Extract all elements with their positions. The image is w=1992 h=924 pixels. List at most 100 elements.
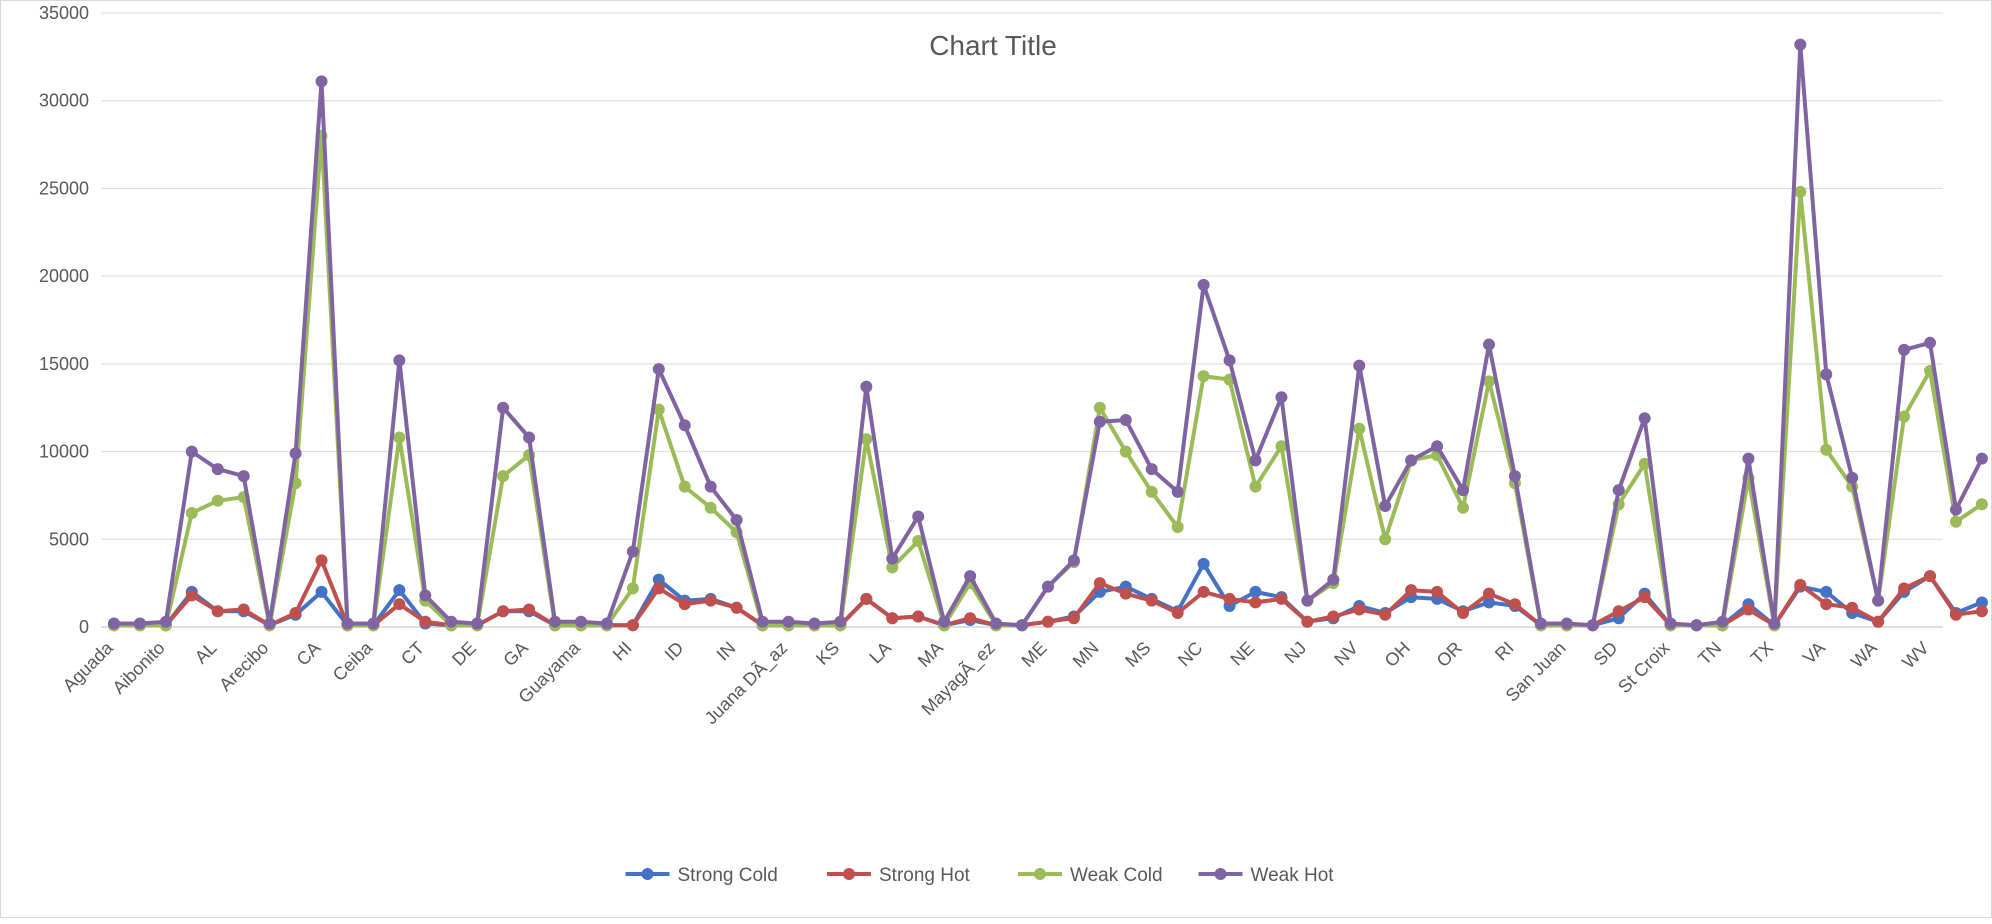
x-tick-label: CA — [293, 638, 325, 670]
legend-item: Strong Hot — [827, 865, 971, 886]
data-point-strong-hot — [1093, 577, 1106, 590]
data-point-weak-hot — [1171, 485, 1184, 498]
data-point-strong-hot — [1405, 584, 1418, 597]
data-point-weak-hot — [1405, 454, 1418, 467]
x-tick-label: MN — [1069, 638, 1103, 672]
data-point-weak-hot — [315, 75, 328, 88]
data-point-weak-hot — [445, 615, 458, 628]
data-point-weak-hot — [1975, 452, 1988, 465]
data-point-strong-hot — [1171, 606, 1184, 619]
data-point-weak-cold — [1093, 401, 1106, 414]
x-tick-label: LA — [865, 638, 895, 668]
x-tick-label: MS — [1121, 638, 1154, 671]
legend-item: Weak Hot — [1198, 865, 1335, 886]
data-point-weak-hot — [1508, 470, 1521, 483]
data-point-strong-hot — [185, 589, 198, 602]
data-point-weak-hot — [756, 615, 769, 628]
data-point-weak-cold — [1119, 445, 1132, 458]
x-tick-label: NJ — [1281, 638, 1311, 668]
data-point-strong-hot — [1249, 596, 1262, 609]
data-point-strong-cold — [1482, 596, 1495, 609]
data-point-weak-hot — [1041, 580, 1054, 593]
data-point-weak-hot — [289, 447, 302, 460]
data-point-strong-hot — [1041, 615, 1054, 628]
legend-marker — [1214, 868, 1227, 880]
data-point-weak-hot — [1716, 615, 1729, 628]
data-point-weak-hot — [1872, 594, 1885, 607]
legend-label: Weak Hot — [1251, 865, 1335, 886]
y-tick-label: 15000 — [39, 354, 89, 374]
data-point-weak-cold — [704, 501, 717, 514]
data-point-weak-hot — [549, 615, 562, 628]
data-point-weak-cold — [185, 506, 198, 519]
data-point-weak-hot — [1949, 503, 1962, 516]
data-point-strong-hot — [315, 554, 328, 567]
data-point-strong-hot — [1275, 592, 1288, 605]
data-point-weak-hot — [1482, 338, 1495, 351]
data-point-strong-hot — [912, 610, 925, 623]
x-tick-label: MA — [914, 638, 947, 671]
x-tick-label: TX — [1747, 638, 1777, 668]
series-line-weak-cold — [112, 133, 1984, 628]
data-point-strong-hot — [1482, 587, 1495, 600]
data-point-strong-hot — [497, 605, 510, 618]
y-tick-label: 10000 — [39, 442, 89, 462]
x-tick-label: DE — [448, 638, 480, 670]
data-point-strong-cold — [393, 584, 406, 597]
data-point-weak-hot — [678, 419, 691, 432]
data-point-weak-hot — [808, 617, 821, 630]
data-point-strong-cold — [1820, 585, 1833, 598]
data-point-weak-hot — [1093, 415, 1106, 428]
data-point-weak-hot — [1249, 454, 1262, 467]
data-point-strong-hot — [1742, 603, 1755, 616]
data-point-weak-hot — [1275, 391, 1288, 404]
data-point-weak-hot — [1820, 368, 1833, 381]
x-tick-label: Aibonito — [109, 638, 169, 698]
data-point-weak-hot — [211, 463, 224, 476]
data-point-weak-cold — [1379, 533, 1392, 546]
series-line-weak-hot — [112, 42, 1984, 628]
x-tick-label: GA — [499, 638, 532, 671]
data-point-weak-hot — [1145, 463, 1158, 476]
x-tick-label: NC — [1174, 638, 1207, 671]
data-point-strong-hot — [704, 594, 717, 607]
data-point-strong-hot — [1379, 608, 1392, 621]
x-tick-label: TN — [1694, 638, 1725, 669]
data-point-weak-hot — [990, 617, 1003, 630]
data-point-strong-hot — [1898, 582, 1911, 595]
data-point-weak-hot — [159, 615, 172, 628]
data-point-weak-hot — [730, 513, 743, 526]
data-point-weak-cold — [652, 403, 665, 416]
data-point-weak-hot — [1353, 359, 1366, 372]
x-tick-label: IN — [713, 638, 740, 665]
x-tick-label: OH — [1381, 638, 1414, 671]
data-point-strong-hot — [1846, 601, 1859, 614]
data-point-weak-hot — [1846, 471, 1859, 484]
legend-label: Weak Cold — [1070, 865, 1163, 886]
legend: Strong Cold Strong Hot Weak Cold Weak Hot — [625, 865, 1335, 886]
y-axis-tick-labels: 0 5000 10000 15000 20000 25000 30000 35000 — [39, 3, 89, 637]
data-point-strong-hot — [1431, 585, 1444, 598]
x-tick-label: AL — [191, 638, 221, 668]
data-point-weak-cold — [1353, 422, 1366, 435]
data-point-weak-hot — [1534, 617, 1547, 630]
data-point-strong-hot — [1794, 578, 1807, 591]
legend-marker — [641, 868, 654, 880]
data-point-weak-hot — [1638, 412, 1651, 425]
data-point-strong-hot — [1612, 605, 1625, 618]
data-point-weak-hot — [1457, 484, 1470, 497]
data-point-strong-hot — [1820, 598, 1833, 611]
x-tick-label: ME — [1018, 638, 1051, 671]
data-point-weak-hot — [1742, 452, 1755, 465]
x-tick-label: Arecibo — [215, 638, 272, 695]
data-point-weak-hot — [1664, 617, 1677, 630]
data-point-weak-hot — [1379, 499, 1392, 512]
data-point-strong-hot — [237, 603, 250, 616]
data-point-strong-hot — [1975, 605, 1988, 618]
data-point-strong-hot — [1457, 606, 1470, 619]
data-point-weak-hot — [1898, 343, 1911, 356]
data-point-weak-hot — [860, 380, 873, 393]
data-point-weak-hot — [107, 617, 120, 630]
